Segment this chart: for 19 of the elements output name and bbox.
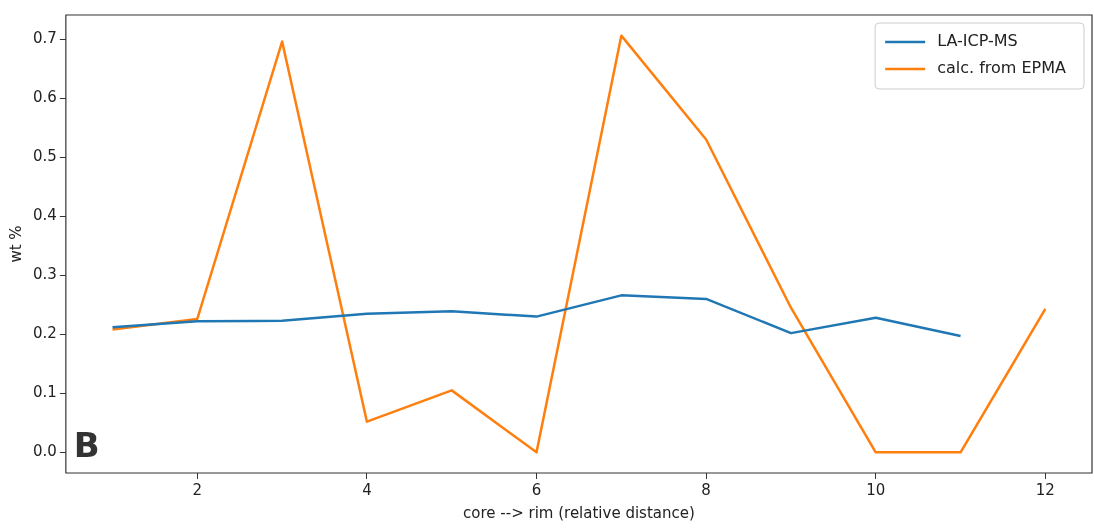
x-tick-label: 10 (866, 480, 886, 499)
legend-label: calc. from EPMA (937, 58, 1067, 78)
x-tick-label: 4 (362, 480, 372, 499)
legend-label: LA-ICP-MS (937, 31, 1018, 51)
y-tick-label: 0.1 (33, 383, 57, 402)
x-tick-label: 8 (701, 480, 711, 499)
y-axis-title: wt % (6, 225, 25, 263)
y-tick-label: 0.3 (33, 265, 57, 284)
x-tick-label: 6 (531, 480, 542, 499)
y-tick-label: 0.6 (33, 88, 57, 107)
y-tick-label: 0.7 (33, 29, 57, 48)
y-tick-label: 0.5 (33, 147, 57, 166)
y-tick-label: 0.0 (33, 442, 57, 461)
x-tick-label: 12 (1035, 480, 1055, 499)
y-tick-label: 0.2 (33, 324, 57, 343)
annotation: B (73, 424, 100, 465)
y-tick-label: 0.4 (33, 206, 57, 225)
x-tick-label: 2 (192, 480, 203, 499)
x-axis-title: core --> rim (relative distance) (463, 503, 695, 522)
